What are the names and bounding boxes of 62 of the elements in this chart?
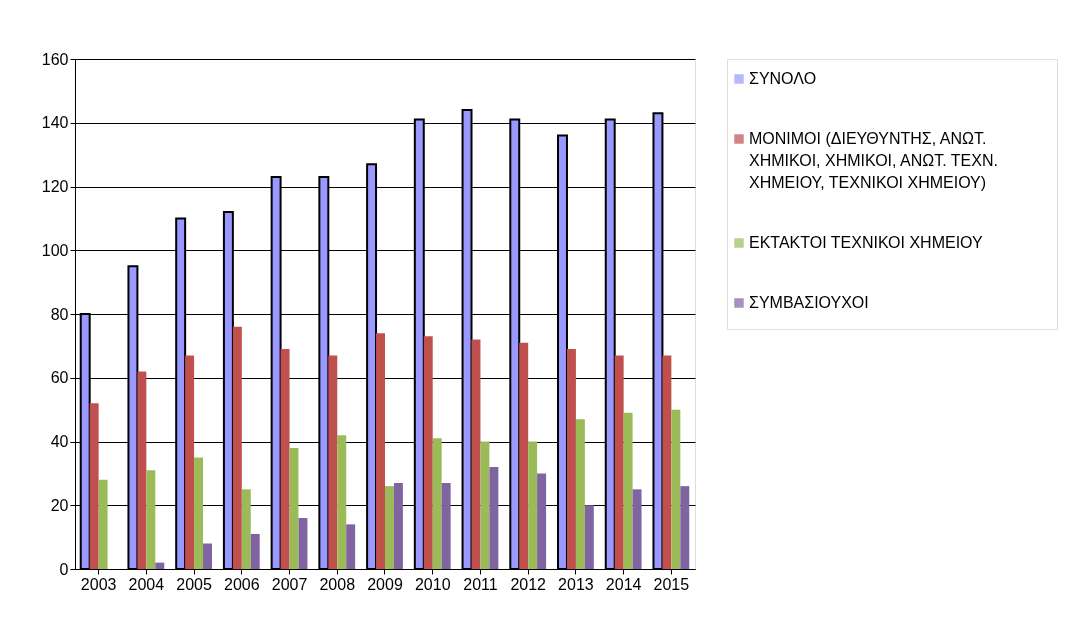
x-tick-label: 2015 bbox=[653, 575, 690, 593]
bar bbox=[185, 355, 195, 569]
bar bbox=[662, 355, 672, 569]
x-tick-label: 2007 bbox=[271, 575, 308, 593]
bar bbox=[137, 371, 147, 569]
bar bbox=[489, 467, 499, 569]
legend-label: ΣΥΜΒΑΣΙΟΥΧΟΙ bbox=[749, 294, 869, 311]
bar bbox=[423, 336, 433, 569]
y-tick-label: 80 bbox=[50, 305, 69, 323]
y-tick-label: 20 bbox=[50, 496, 69, 514]
bar bbox=[346, 524, 356, 569]
y-tick-label: 0 bbox=[59, 560, 69, 578]
bar bbox=[241, 489, 251, 569]
x-tick-label: 2003 bbox=[80, 575, 117, 593]
bar bbox=[432, 438, 442, 569]
bar bbox=[385, 486, 394, 569]
bar bbox=[376, 333, 385, 569]
bar bbox=[337, 435, 347, 569]
legend-label: ΜΟΝΙΜΟΙ (ΔΙΕΥΘΥΝΤΗΣ, ΑΝΩΤ. ΧΗΜΙΚΟΙ, ΧΗΜΙΚΟΙ, ΑΝΩΤ. ΤΕΧΝ. ΧΗΜΕΙΟΥ, ΤΕΧΝΙΚΟΙ ΧΗΜΕΙΟΥ) bbox=[749, 130, 998, 191]
y-tick-label: 140 bbox=[41, 114, 69, 132]
bar bbox=[393, 482, 403, 569]
bar bbox=[232, 326, 242, 569]
y-tick-label: 160 bbox=[41, 50, 69, 68]
bar bbox=[671, 409, 681, 569]
legend-label: ΕΚΤΑΚΤΟΙ ΤΕΧΝΙΚΟΙ ΧΗΜΕΙΟΥ bbox=[749, 234, 984, 251]
bar bbox=[584, 505, 594, 569]
bar bbox=[298, 518, 308, 569]
bar bbox=[194, 457, 204, 569]
bar bbox=[519, 342, 529, 569]
x-tick-label: 2009 bbox=[367, 575, 403, 593]
x-tick-label: 2005 bbox=[176, 575, 212, 593]
bar bbox=[155, 562, 165, 569]
y-tick-label: 100 bbox=[41, 241, 69, 259]
y-tick-label: 60 bbox=[50, 369, 69, 387]
x-tick-label: 2008 bbox=[319, 575, 356, 593]
bar bbox=[146, 470, 156, 569]
bar bbox=[480, 441, 490, 569]
bar bbox=[98, 479, 108, 569]
bar bbox=[328, 355, 338, 569]
y-tick-label: 120 bbox=[41, 178, 69, 195]
bar bbox=[566, 349, 576, 569]
x-tick-label: 2014 bbox=[605, 575, 642, 593]
x-tick-label: 2013 bbox=[558, 575, 594, 593]
bar bbox=[203, 543, 212, 569]
x-tick-label: 2004 bbox=[128, 575, 165, 593]
bar bbox=[89, 403, 99, 569]
x-tick-label: 2012 bbox=[510, 575, 547, 593]
x-tick-label: 2006 bbox=[224, 575, 260, 593]
legend-label: ΣΥΝΟΛΟ bbox=[749, 70, 817, 87]
bar bbox=[441, 482, 451, 569]
bar bbox=[575, 419, 585, 569]
x-tick-label: 2010 bbox=[414, 575, 451, 593]
bar bbox=[537, 473, 547, 569]
bar bbox=[250, 533, 260, 569]
bar bbox=[632, 489, 642, 569]
bar bbox=[614, 355, 624, 569]
y-tick-label: 40 bbox=[50, 433, 69, 450]
bar bbox=[280, 349, 290, 569]
bar bbox=[680, 486, 690, 569]
bar bbox=[528, 441, 538, 569]
bar bbox=[623, 412, 633, 569]
x-tick-label: 2011 bbox=[463, 575, 498, 593]
